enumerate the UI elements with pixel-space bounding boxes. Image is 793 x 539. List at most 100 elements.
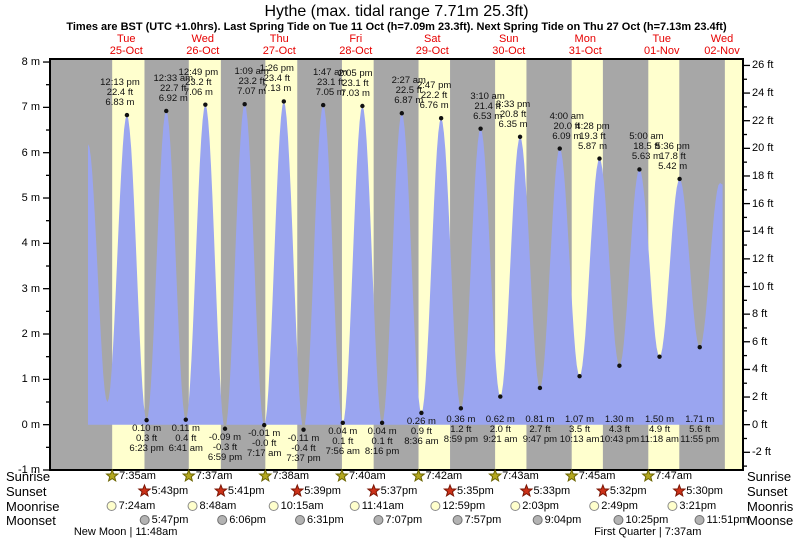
high-tide-feet: 20.8 ft bbox=[499, 108, 527, 120]
moonrise-time: 11:41am bbox=[361, 500, 404, 512]
high-tide-meters: 7.06 m bbox=[183, 86, 213, 98]
day-label: Sun 30-Oct bbox=[492, 33, 525, 57]
moonrise-time: 8:48am bbox=[199, 500, 237, 512]
low-tide-feet: 4.3 ft bbox=[608, 423, 630, 435]
low-tide-meters: 0.36 m bbox=[446, 413, 476, 425]
right-axis-tick-label: 16 ft bbox=[752, 197, 774, 210]
low-tide-time: 9:47 pm bbox=[522, 433, 558, 445]
low-tide-feet: 0.4 ft bbox=[175, 432, 197, 444]
low-tide-meters: 0.81 m bbox=[525, 413, 555, 425]
low-tide-feet: 0.1 ft bbox=[332, 435, 354, 447]
tide-area bbox=[88, 101, 723, 425]
day-name: Sun bbox=[498, 33, 519, 45]
low-tide-annotation: -0.01 m -0.0 ft 7:17 am bbox=[247, 429, 281, 459]
high-tide-time: 3:10 am bbox=[470, 90, 505, 102]
moonrise-time: 10:15am bbox=[280, 500, 324, 512]
left-axis-tick-label: 4 m bbox=[21, 237, 40, 250]
high-tide-annotation: 2:47 pm 22.2 ft 6.76 m bbox=[417, 81, 451, 111]
day-date: 26-Oct bbox=[186, 45, 220, 57]
high-tide-annotation: 5:00 am 18.5 ft 5.63 m bbox=[629, 132, 663, 162]
right-axis-tick-label: -2 ft bbox=[752, 446, 771, 459]
tide-extreme-dot bbox=[320, 102, 326, 108]
sunrise-time: 7:45am bbox=[578, 470, 616, 482]
tide-extreme-dot bbox=[577, 373, 582, 379]
low-tide-annotation: 0.62 m 2.0 ft 9:21 am bbox=[483, 413, 517, 445]
left-axis-tick-label: 7 m bbox=[21, 101, 40, 114]
tide-extreme-dot bbox=[262, 422, 267, 428]
low-tide-time: 7:17 am bbox=[247, 448, 282, 460]
low-tide-annotation: 1.71 m 5.6 ft 11:55 pm bbox=[680, 413, 719, 445]
tide-extreme-dot bbox=[203, 102, 208, 107]
left-axis-tick-label: 8 m bbox=[21, 56, 40, 69]
sunset-icon bbox=[442, 483, 458, 498]
high-tide-meters: 6.35 m bbox=[498, 118, 528, 130]
moonrise-row-label-right: Moonrise bbox=[747, 499, 793, 514]
low-tide-annotation: -0.11 m -0.4 ft 7:37 pm bbox=[286, 432, 320, 464]
low-tide-meters: 0.04 m bbox=[328, 425, 358, 437]
right-axis-tick-label: 8 ft bbox=[752, 308, 768, 321]
left-axis-tick-label: -1 m bbox=[18, 464, 40, 476]
high-tide-feet: 22.5 ft bbox=[395, 85, 423, 97]
moonset-row-label-right: Moonset bbox=[747, 513, 793, 528]
right-axis-tick-label: 2 ft bbox=[752, 391, 768, 404]
left-axis-tick-label: 0 m bbox=[21, 418, 40, 431]
low-tide-meters: 0.04 m bbox=[367, 425, 397, 437]
high-tide-annotation: 4:00 am 20.0 ft 6.09 m bbox=[550, 111, 584, 142]
moonrise-icon bbox=[589, 501, 600, 511]
high-tide-meters: 6.83 m bbox=[105, 97, 135, 109]
low-tide-feet: 3.5 ft bbox=[569, 423, 591, 435]
high-tide-annotation: 12:49 pm 23.2 ft 7.06 m bbox=[179, 67, 219, 98]
sunset-icon bbox=[366, 483, 381, 498]
right-axis-tick-label: 20 ft bbox=[752, 142, 774, 155]
moonrise-icon bbox=[430, 501, 441, 511]
day-label: Tue 01-Nov bbox=[644, 33, 679, 57]
high-tide-meters: 7.03 m bbox=[340, 88, 370, 99]
low-tide-annotation: -0.09 m -0.3 ft 6:59 pm bbox=[208, 432, 242, 463]
moonset-icon bbox=[694, 515, 705, 525]
low-tide-time: 10:13 am bbox=[559, 433, 600, 445]
day-date: 27-Oct bbox=[262, 45, 296, 57]
high-tide-annotation: 12:33 am 22.7 ft 6.92 m bbox=[153, 73, 193, 104]
low-tide-feet: 4.9 ft bbox=[648, 423, 671, 435]
low-tide-meters: 0.62 m bbox=[485, 413, 515, 425]
sunrise-icon bbox=[564, 468, 579, 483]
low-tide-annotation: 0.81 m 2.7 ft 9:47 pm bbox=[522, 413, 558, 445]
moonset-row-label-left: Moonset bbox=[6, 513, 56, 528]
high-tide-annotation: 3:33 pm 20.8 ft 6.35 m bbox=[496, 99, 530, 130]
low-tide-time: 6:41 am bbox=[168, 442, 203, 454]
high-tide-feet: 17.8 ft bbox=[659, 150, 686, 162]
low-tide-feet: 0.1 ft bbox=[371, 435, 393, 447]
low-tide-meters: 1.50 m bbox=[644, 413, 675, 425]
sunset-icon bbox=[137, 483, 152, 498]
low-tide-annotation: 1.07 m 3.5 ft 10:13 am bbox=[559, 414, 600, 445]
high-tide-feet: 23.1 ft bbox=[342, 78, 369, 89]
sunset-time: 5:37pm bbox=[380, 485, 418, 497]
low-tide-annotation: 0.36 m 1.2 ft 8:59 pm bbox=[444, 413, 478, 445]
low-tide-annotation: 0.04 m 0.1 ft 7:56 am bbox=[326, 425, 360, 457]
high-tide-time: 5:00 am bbox=[629, 131, 664, 143]
tide-extreme-dot bbox=[458, 406, 464, 411]
tide-extreme-dot bbox=[281, 99, 287, 104]
low-tide-meters: 1.71 m bbox=[685, 413, 715, 425]
plot-frame bbox=[49, 58, 744, 471]
day-date: 02-Nov bbox=[704, 45, 740, 57]
low-tide-feet: 5.6 ft bbox=[689, 423, 711, 435]
low-tide-meters: -0.11 m bbox=[287, 432, 320, 444]
moonset-icon bbox=[139, 515, 150, 525]
high-tide-annotation: 1:26 pm 23.4 ft 7.13 m bbox=[260, 64, 294, 94]
high-tide-feet: 22.4 ft bbox=[106, 87, 134, 99]
day-date: 25-Oct bbox=[109, 45, 143, 57]
day-label: Wed 02-Nov bbox=[704, 33, 739, 57]
high-tide-time: 4:28 pm bbox=[575, 120, 610, 132]
sunrise-time: 7:35am bbox=[119, 470, 156, 482]
high-tide-annotation: 2:05 pm 23.1 ft 7.03 m bbox=[338, 69, 372, 99]
sunrise-icon bbox=[411, 468, 426, 483]
high-tide-time: 2:27 am bbox=[391, 75, 426, 87]
day-name: Sat bbox=[423, 33, 441, 45]
sunrise-icon bbox=[334, 468, 349, 483]
sunset-icon bbox=[595, 483, 610, 498]
low-tide-time: 8:36 am bbox=[404, 435, 439, 447]
sunrise-icon bbox=[181, 468, 196, 483]
right-axis-tick-label: 4 ft bbox=[752, 363, 768, 376]
